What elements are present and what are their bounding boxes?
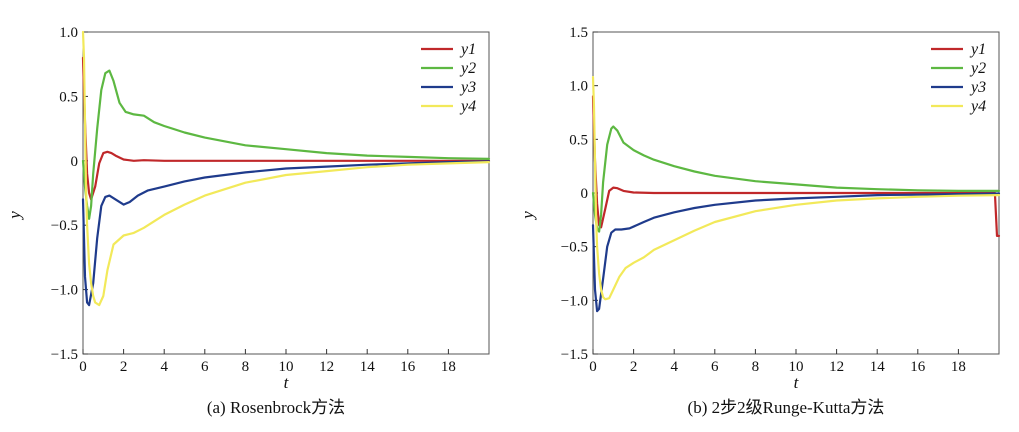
legend-label-y4: y4 [459,98,476,115]
legend-label-y1: y1 [969,41,986,58]
x-tick-label: 2 [120,359,128,375]
x-tick-label: 16 [910,359,926,375]
legend-label-y3: y3 [459,79,476,96]
x-tick-label: 6 [711,359,719,375]
legend-label-y4: y4 [969,98,986,115]
x-tick-label: 0 [589,359,597,375]
y-tick-label: −0.5 [561,240,588,256]
x-tick-label: 12 [829,359,844,375]
y-tick-label: 0.5 [59,89,78,105]
legend-label-y1: y1 [459,41,476,58]
chart-panel-b: 0 2 4 6 8 10 12 14 16 18 1.5 1.0 0.5 0 −0.5 −1.0 −1.5 t y y… [518,25,1001,417]
legend-label-y2: y2 [969,60,986,77]
series-line-y2 [591,125,1001,233]
x-tick-label: 12 [319,359,334,375]
y-tick-label: −1.0 [51,283,78,299]
series-line-y2 [81,69,491,220]
x-tick-label: 6 [201,359,209,375]
chart-caption: (b) 2步2级Runge-Kutta方法 [688,398,885,417]
x-tick-label: 4 [160,359,168,375]
y-tick-label: −0.5 [51,218,78,234]
x-tick-label: 14 [870,359,886,375]
y-tick-label: 0 [581,186,589,202]
y-tick-label: 0 [71,154,79,170]
x-tick-label: 18 [951,359,966,375]
x-tick-label: 8 [752,359,760,375]
x-tick-label: 8 [242,359,250,375]
y-tick-label: 0.5 [569,132,588,148]
x-tick-label: 10 [279,359,294,375]
chart-panel-a: 0 2 4 6 8 10 12 14 16 18 1.0 0.5 0 −0.5 −1.0 −1.5 t y y1 y2… [5,25,491,417]
x-tick-label: 18 [441,359,456,375]
y-tick-label: 1.0 [59,25,78,41]
legend-label-y2: y2 [459,60,476,77]
series-line-y3 [591,192,1001,313]
series-line-y3 [81,160,491,307]
x-tick-label: 14 [360,359,376,375]
y-axis-label: y [5,211,24,221]
x-axis-label: t [794,373,800,392]
series-line-y4 [81,30,491,307]
x-tick-label: 2 [630,359,638,375]
legend-label-y3: y3 [969,79,986,96]
y-tick-label: 1.0 [569,79,588,95]
chart-caption: (a) Rosenbrock方法 [207,398,345,417]
y-tick-label: −1.5 [51,347,78,363]
y-tick-label: 1.5 [569,25,588,41]
x-tick-label: 4 [670,359,678,375]
y-axis-label: y [518,211,537,221]
x-tick-label: 16 [400,359,416,375]
y-tick-label: −1.5 [561,347,588,363]
series-line-y1 [81,56,491,201]
series-line-y4 [591,75,1001,301]
x-tick-label: 0 [79,359,87,375]
y-tick-label: −1.0 [561,293,588,309]
x-axis-label: t [284,373,290,392]
x-tick-label: 10 [789,359,804,375]
series-line-y1 [591,95,1001,237]
